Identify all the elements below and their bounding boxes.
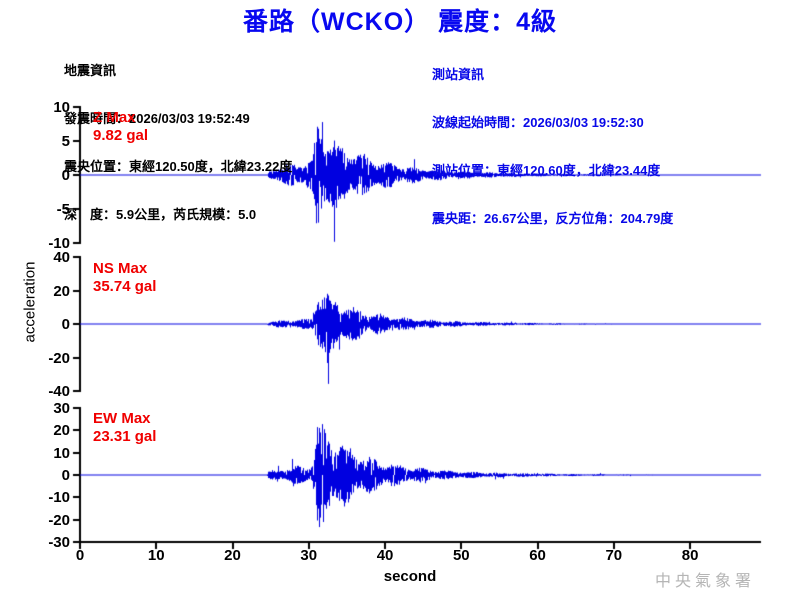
channel-max-title: NS Max [93, 260, 148, 277]
y-tick-label: 0 [61, 167, 70, 184]
x-tick-label: 0 [75, 547, 85, 564]
channel-max-label-z: Z Max 9.82 gal [93, 109, 148, 145]
station-info: 測站資訊 波線起始時間：2026/03/03 19:52:30 測站位置：東經1… [432, 35, 673, 259]
y-tick-label: 10 [53, 99, 70, 116]
channel-max-label-ew: EW Max 23.31 gal [93, 410, 156, 446]
x-tick-label: 20 [224, 547, 241, 564]
y-tick-label: -20 [48, 511, 70, 529]
channel-max-value: 9.82 gal [93, 127, 149, 144]
station-info-line: 測站位置：東經120.60度，北緯23.44度 [432, 163, 661, 178]
y-tick-label: -40 [48, 383, 70, 400]
channel-max-value: 35.74 gal [93, 278, 157, 295]
y-tick-label: 5 [61, 133, 70, 150]
y-tick-label: -10 [48, 489, 70, 507]
y-tick-label: 20 [53, 282, 70, 300]
station-info-line: 波線起始時間：2026/03/03 19:52:30 [432, 115, 644, 130]
channel-max-label-ns: NS Max 35.74 gal [93, 260, 156, 296]
event-info-heading: 地震資訊 [64, 63, 117, 78]
y-tick-label: -5 [56, 201, 70, 218]
x-tick-label: 50 [452, 547, 470, 564]
y-tick-label: 0 [61, 316, 70, 333]
x-tick-label: 60 [529, 547, 546, 564]
y-tick-label: 10 [53, 444, 70, 462]
event-info-line: 震央位置：東經120.50度，北緯23.22度 [64, 159, 293, 174]
channel-max-value: 23.31 gal [93, 428, 157, 445]
y-tick-label: 30 [53, 400, 70, 417]
x-tick-label: 70 [605, 547, 623, 564]
x-tick-label: 10 [147, 547, 165, 564]
y-tick-label: 0 [61, 467, 70, 484]
station-info-line: 震央距：26.67公里，反方位角：204.79度 [432, 211, 674, 226]
x-tick-label: 80 [681, 547, 699, 564]
x-tick-label: 30 [300, 547, 318, 564]
watermark-agency: 中央氣象署 [655, 573, 756, 590]
y-tick-label: 40 [53, 249, 70, 266]
channel-max-title: EW Max [93, 410, 151, 427]
page-title: 番路（WCKO） 震度：4級 [242, 8, 557, 36]
event-info-line: 深 度：5.9公里，芮氏規模：5.0 [64, 207, 257, 222]
x-axis-label: second [383, 568, 437, 585]
station-info-heading: 測站資訊 [432, 67, 485, 82]
y-tick-label: -30 [48, 534, 70, 551]
event-info: 地震資訊 發震時間：2026/03/03 19:52:49 震央位置：東經120… [64, 31, 292, 255]
channel-max-title: Z Max [93, 109, 136, 126]
y-tick-label: -20 [48, 349, 70, 367]
x-tick-label: 40 [376, 547, 394, 564]
event-info-line: 發震時間：2026/03/03 19:52:49 [64, 111, 250, 126]
y-tick-label: -10 [48, 235, 70, 252]
y-tick-label: 20 [53, 422, 70, 440]
